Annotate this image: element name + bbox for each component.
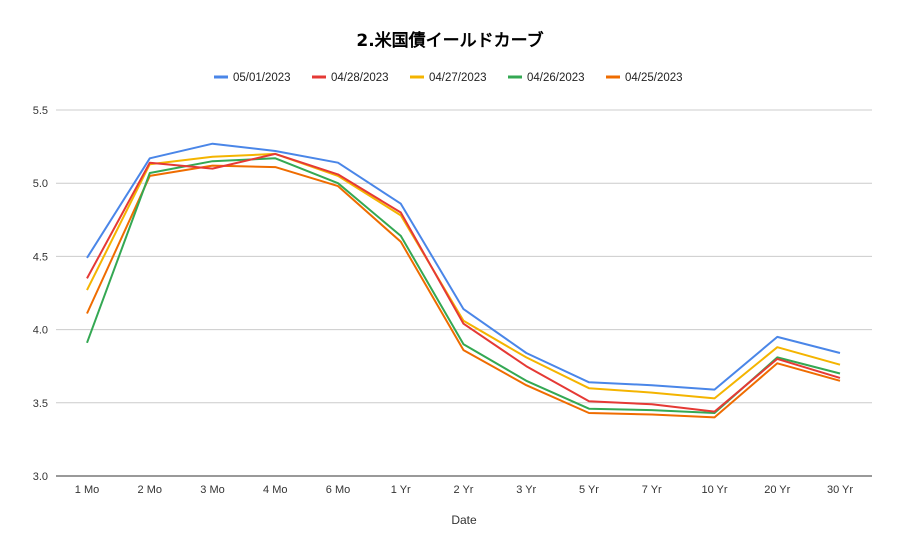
legend-item: 04/25/2023 xyxy=(606,72,683,84)
y-tick-label: 5.5 xyxy=(33,105,48,117)
y-tick-label: 5.0 xyxy=(33,178,48,190)
x-tick-label: 4 Mo xyxy=(263,484,287,496)
chart-legend: 05/01/2023 04/28/2023 04/27/2023 04/26/2023… xyxy=(214,72,683,84)
series-line xyxy=(86,152,841,400)
series-line xyxy=(86,152,841,413)
series-lines xyxy=(86,142,841,419)
x-tick-label: 3 Mo xyxy=(200,484,224,496)
x-tick-label: 1 Yr xyxy=(391,484,411,496)
x-tick-label: 3 Yr xyxy=(516,484,536,496)
series-line xyxy=(86,164,841,419)
legend-item: 04/28/2023 xyxy=(312,72,389,84)
chart-title: 2.米国債イールドカーブ xyxy=(356,30,543,51)
legend-item: 04/27/2023 xyxy=(410,72,487,84)
y-tick-label: 3.0 xyxy=(33,471,48,483)
x-tick-label: 1 Mo xyxy=(75,484,99,496)
x-axis-label: Date xyxy=(451,513,477,527)
series-line xyxy=(86,142,841,391)
legend-label: 04/26/2023 xyxy=(527,72,585,84)
y-tick-label: 3.5 xyxy=(33,398,48,410)
legend-label: 04/25/2023 xyxy=(625,72,683,84)
y-tick-label: 4.0 xyxy=(33,325,48,337)
x-tick-label: 5 Yr xyxy=(579,484,599,496)
series-line xyxy=(86,157,841,414)
y-gridlines xyxy=(56,109,872,477)
legend-item: 04/26/2023 xyxy=(508,72,585,84)
x-tick-label: 2 Mo xyxy=(138,484,162,496)
x-tick-label: 6 Mo xyxy=(326,484,350,496)
legend-label: 04/28/2023 xyxy=(331,72,389,84)
legend-label: 05/01/2023 xyxy=(233,72,291,84)
x-tick-label: 2 Yr xyxy=(454,484,474,496)
x-tick-label: 20 Yr xyxy=(764,484,790,496)
x-tick-label: 30 Yr xyxy=(827,484,853,496)
legend-item: 05/01/2023 xyxy=(214,72,291,84)
x-axis-ticks: 1 Mo 2 Mo 3 Mo 4 Mo 6 Mo 1 Yr 2 Yr 3 Yr 5 Yr 7 Yr… xyxy=(75,484,854,496)
x-tick-label: 7 Yr xyxy=(642,484,662,496)
legend-label: 04/27/2023 xyxy=(429,72,487,84)
x-tick-label: 10 Yr xyxy=(701,484,727,496)
y-tick-label: 4.5 xyxy=(33,251,48,263)
y-axis-ticks: 3.0 3.5 4.0 4.5 5.0 5.5 xyxy=(33,105,48,483)
